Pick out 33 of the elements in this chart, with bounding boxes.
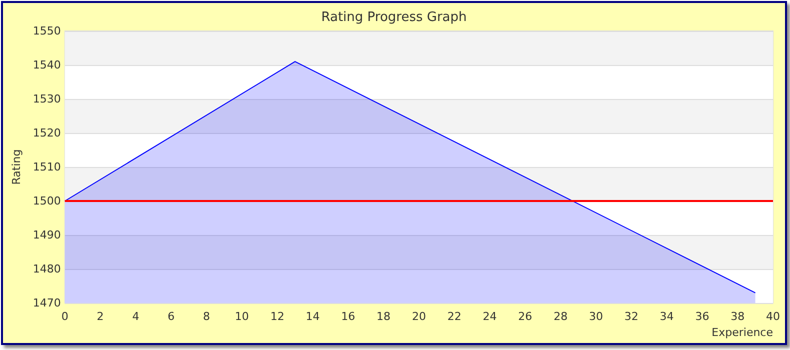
x-tick-label: 22 bbox=[447, 310, 462, 323]
x-tick-label: 8 bbox=[203, 310, 210, 323]
y-tick-label: 1540 bbox=[32, 58, 61, 72]
y-tick-label: 1510 bbox=[32, 160, 61, 174]
x-tick-label: 38 bbox=[730, 310, 745, 323]
x-tick-label: 26 bbox=[518, 310, 532, 323]
y-tick-label: 1480 bbox=[32, 262, 61, 276]
x-tick-label: 4 bbox=[132, 310, 140, 323]
y-tick-label: 1500 bbox=[32, 194, 61, 208]
y-axis-title: Rating bbox=[10, 149, 23, 185]
chart-title: Rating Progress Graph bbox=[321, 10, 467, 25]
x-tick-label: 36 bbox=[695, 310, 710, 323]
x-tick-label: 20 bbox=[412, 310, 426, 323]
x-axis-title: Experience bbox=[712, 326, 774, 339]
x-tick-label: 24 bbox=[482, 310, 497, 323]
x-tick-label: 28 bbox=[554, 310, 568, 323]
x-tick-label: 32 bbox=[624, 310, 638, 323]
y-tick-label: 1520 bbox=[32, 126, 61, 140]
x-tick-label: 30 bbox=[588, 310, 603, 323]
x-tick-label: 10 bbox=[234, 310, 249, 323]
y-tick-label: 1530 bbox=[32, 92, 61, 106]
x-tick-label: 14 bbox=[306, 310, 320, 323]
x-tick-label: 0 bbox=[61, 310, 68, 323]
y-tick-label: 1550 bbox=[32, 24, 61, 38]
x-tick-label: 2 bbox=[96, 310, 104, 323]
x-tick-label: 6 bbox=[168, 310, 175, 323]
x-tick-label: 34 bbox=[660, 310, 674, 323]
x-tick-label: 16 bbox=[341, 310, 356, 323]
x-tick-label: 18 bbox=[376, 310, 391, 323]
y-tick-label: 1490 bbox=[32, 228, 61, 242]
y-tick-label: 1470 bbox=[32, 296, 61, 310]
x-tick-label: 40 bbox=[766, 310, 780, 323]
x-tick-label: 12 bbox=[270, 310, 284, 323]
